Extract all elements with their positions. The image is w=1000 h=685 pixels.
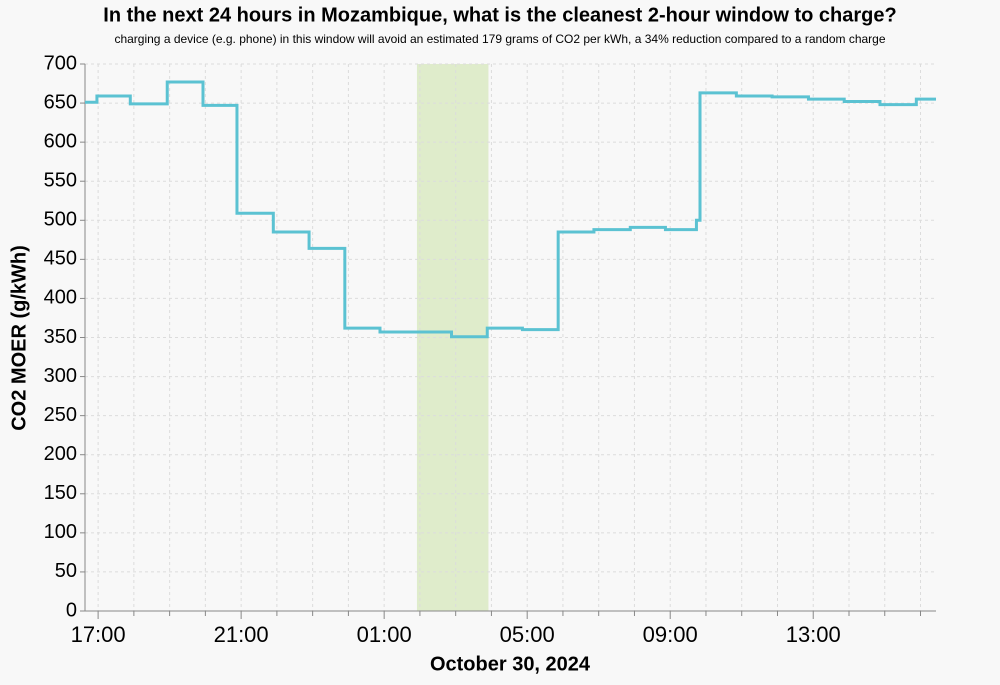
y-tick-label: 100	[44, 521, 77, 543]
x-tick-label: 01:00	[357, 622, 412, 647]
x-tick-label: 17:00	[71, 622, 126, 647]
y-tick-label: 600	[44, 130, 77, 152]
y-axis-label: CO2 MOER (g/kWh)	[8, 245, 30, 431]
chart-subtitle: charging a device (e.g. phone) in this w…	[114, 32, 885, 46]
y-tick-label: 200	[44, 443, 77, 465]
y-tick-label: 150	[44, 482, 77, 504]
x-axis-label: October 30, 2024	[430, 653, 591, 675]
x-tick-label: 09:00	[643, 622, 698, 647]
y-tick-label: 500	[44, 209, 77, 231]
y-tick-label: 400	[44, 287, 77, 309]
y-tick-label: 650	[44, 91, 77, 113]
y-tick-label: 450	[44, 248, 77, 270]
y-tick-label: 50	[55, 560, 77, 582]
x-tick-label: 21:00	[214, 622, 269, 647]
moer-line	[85, 80, 936, 339]
y-tick-label: 350	[44, 326, 77, 348]
x-tick-label: 13:00	[786, 622, 841, 647]
y-tick-label: 250	[44, 404, 77, 426]
y-tick-label: 0	[66, 599, 77, 621]
chart-title: In the next 24 hours in Mozambique, what…	[103, 4, 896, 26]
y-tick-label: 700	[44, 52, 77, 74]
x-tick-label: 05:00	[500, 622, 555, 647]
y-tick-label: 300	[44, 365, 77, 387]
y-tick-label: 550	[44, 169, 77, 191]
